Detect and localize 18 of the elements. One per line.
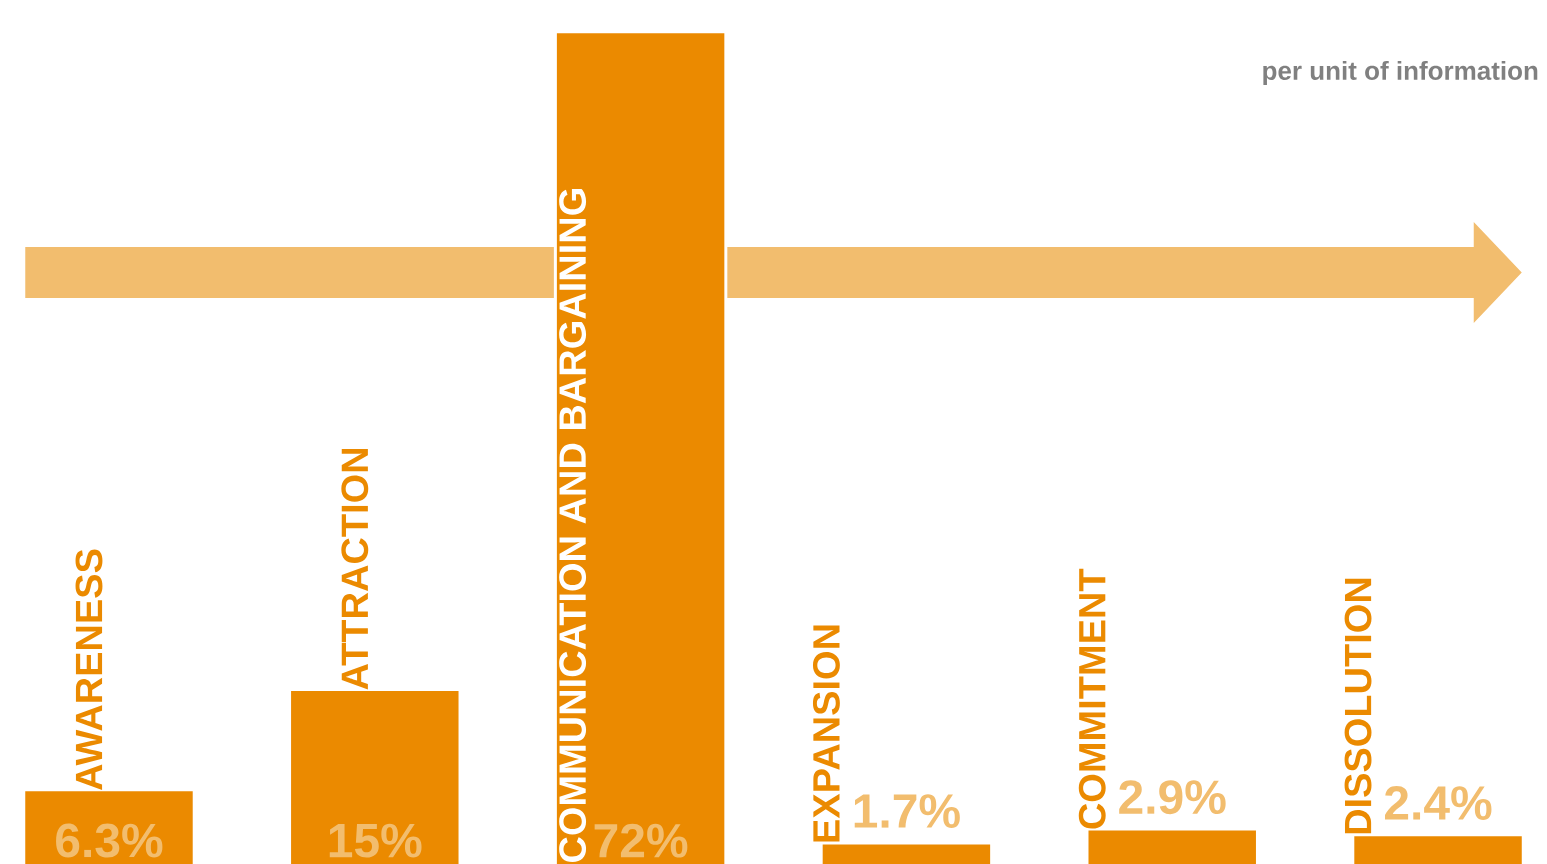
bar	[822, 844, 991, 864]
data-label: 72%	[594, 823, 688, 858]
x-tick-label: EXPANSION	[812, 625, 840, 842]
data-label: 1.7%	[854, 794, 960, 828]
bar	[1088, 830, 1256, 864]
bar	[291, 690, 459, 864]
data-label: 6.3%	[56, 823, 163, 858]
x-tick-label: COMMITMENT	[1078, 568, 1106, 829]
x-tick-label: AWARENESS	[75, 549, 103, 790]
data-label: 2.4%	[1384, 786, 1492, 820]
data-label: 2.9%	[1119, 780, 1226, 815]
annotation: per unit of information	[1263, 60, 1538, 86]
x-tick-label: ATTRACTION	[341, 448, 369, 690]
x-tick-label: DISSOLUTION	[1344, 578, 1372, 834]
bar	[556, 33, 725, 864]
data-label: 15%	[329, 823, 422, 858]
x-tick-label: COMMUNICATION AND BARGAINING	[559, 189, 587, 863]
bar	[1354, 836, 1522, 864]
